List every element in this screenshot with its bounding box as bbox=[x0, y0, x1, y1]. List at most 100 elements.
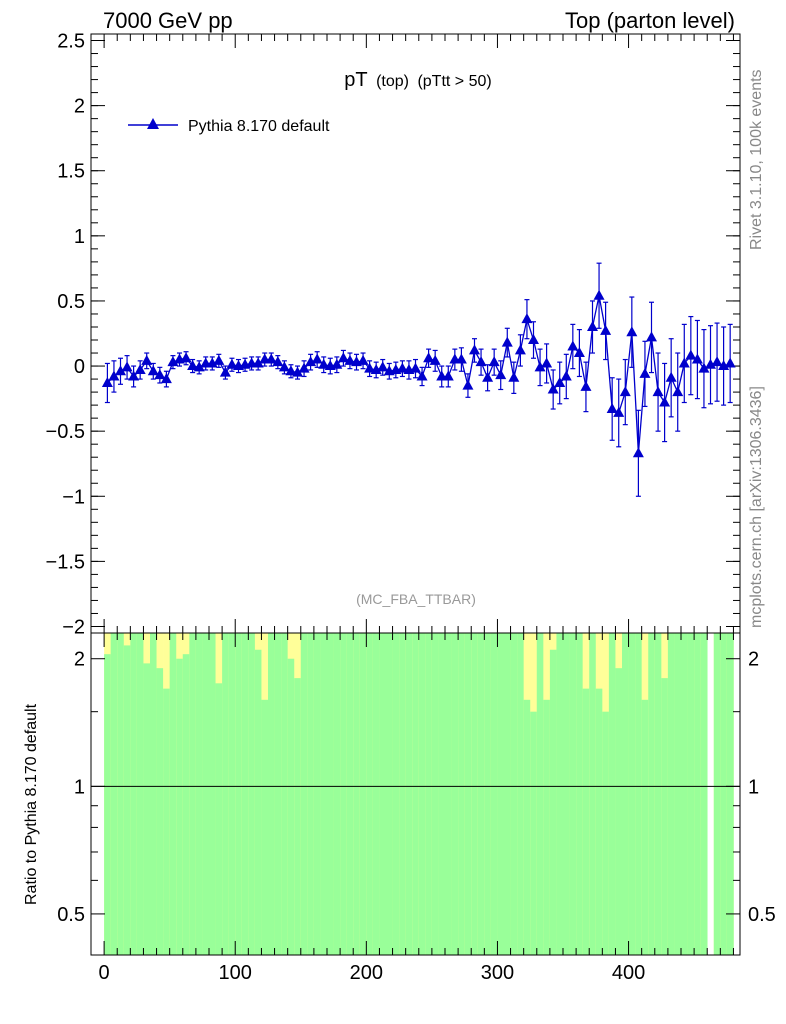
data-point-triangle bbox=[160, 373, 172, 384]
data-point-triangle bbox=[626, 326, 638, 337]
data-point-triangle bbox=[672, 386, 684, 397]
band-stat-bin bbox=[484, 633, 492, 955]
data-point-triangle bbox=[226, 358, 238, 369]
data-point-triangle bbox=[331, 358, 343, 369]
data-point-triangle bbox=[180, 352, 192, 363]
band-stat-bin bbox=[517, 633, 524, 955]
x-tick-label: 100 bbox=[219, 962, 252, 984]
band-stat-bin bbox=[720, 633, 728, 955]
band-stat-bin bbox=[399, 633, 406, 955]
title-main: pT bbox=[344, 69, 367, 91]
data-point-triangle bbox=[718, 360, 730, 371]
band-stat-bin bbox=[307, 633, 315, 955]
data-point-triangle bbox=[646, 331, 657, 342]
data-point-triangle bbox=[141, 354, 153, 365]
data-point-triangle bbox=[514, 344, 526, 355]
band-stat-bin bbox=[274, 633, 282, 955]
data-point-triangle bbox=[580, 380, 592, 391]
data-point-triangle bbox=[416, 370, 428, 381]
data-point-triangle bbox=[691, 353, 703, 364]
data-point-triangle bbox=[206, 357, 218, 368]
band-stat-bin bbox=[694, 633, 701, 955]
band-stat-bin bbox=[176, 658, 184, 955]
band-stat-bin bbox=[648, 633, 656, 955]
data-point-triangle bbox=[305, 356, 317, 367]
data-point-triangle bbox=[685, 349, 697, 360]
band-stat-bin bbox=[268, 633, 275, 955]
band-stat-bin bbox=[156, 668, 164, 955]
data-point-triangle bbox=[429, 354, 441, 365]
band-stat-bin bbox=[228, 633, 236, 955]
band-stat-bin bbox=[392, 633, 400, 955]
band-stat-bin bbox=[405, 633, 413, 955]
data-point-triangle bbox=[488, 356, 500, 367]
band-stat-bin bbox=[412, 633, 420, 955]
band-stat-bin bbox=[569, 633, 577, 955]
band-stat-bin bbox=[294, 678, 302, 955]
x-tick-label: 0 bbox=[99, 962, 110, 984]
band-stat-bin bbox=[248, 633, 256, 955]
band-stat-bin bbox=[320, 633, 328, 955]
band-stat-bin bbox=[451, 633, 459, 955]
y-tick-label: −0.5 bbox=[46, 421, 85, 443]
side-label-rivet: Rivet 3.1.10, 100k events bbox=[748, 69, 765, 250]
data-point-triangle bbox=[619, 386, 631, 397]
data-point-triangle bbox=[167, 356, 179, 367]
plot-title: pT (top) (pTtt > 50) bbox=[344, 69, 491, 91]
band-stat-bin bbox=[182, 654, 190, 955]
band-stat-bin bbox=[346, 633, 354, 955]
data-point-triangle bbox=[606, 403, 618, 414]
data-point-triangle bbox=[521, 313, 533, 324]
y-tick-label: −2 bbox=[62, 616, 85, 638]
band-stat-bin bbox=[471, 633, 479, 955]
band-stat-bin bbox=[313, 633, 321, 955]
band-stat-bin bbox=[136, 633, 144, 955]
band-stat-bin bbox=[150, 633, 157, 955]
band-stat-bin bbox=[589, 633, 597, 955]
data-point-triangle bbox=[698, 362, 710, 373]
data-point-triangle bbox=[639, 367, 651, 378]
band-stat-bin bbox=[104, 654, 111, 955]
ratio-frame bbox=[90, 632, 741, 956]
data-point-triangle bbox=[724, 357, 736, 368]
data-point-triangle bbox=[252, 357, 264, 368]
data-point-triangle bbox=[534, 361, 546, 372]
band-stat-bin bbox=[366, 633, 374, 955]
ratio-y-tick-label: 0.5 bbox=[57, 904, 85, 926]
ratio-y-ticks: 0.5 0.5 1 1 2 2 bbox=[57, 649, 776, 926]
data-point-triangle bbox=[285, 365, 297, 376]
y-tick-label: −1.5 bbox=[46, 551, 85, 573]
legend: Pythia 8.170 default bbox=[128, 118, 330, 135]
band-stat-bin bbox=[215, 683, 223, 955]
legend-label: Pythia 8.170 default bbox=[188, 118, 330, 135]
data-point-triangle bbox=[121, 361, 133, 372]
data-point-triangle bbox=[311, 353, 323, 364]
x-tick-label: 300 bbox=[481, 962, 514, 984]
header-right: Top (parton level) bbox=[565, 8, 735, 33]
band-stat-bin bbox=[641, 699, 649, 955]
band-stat-bin bbox=[300, 633, 308, 955]
ratio-y-tick-label-right: 0.5 bbox=[748, 904, 776, 926]
band-stat-bin bbox=[497, 633, 505, 955]
band-stat-bin bbox=[681, 633, 688, 955]
x-tick-label: 400 bbox=[612, 962, 645, 984]
data-point-triangle bbox=[278, 361, 290, 372]
ratio-y-tick-label: 2 bbox=[74, 649, 85, 671]
data-point-triangle bbox=[547, 383, 559, 394]
data-point-triangle bbox=[337, 352, 349, 363]
band-stat-bin bbox=[287, 658, 295, 955]
band-stat-bin bbox=[379, 633, 387, 955]
band-stat-bin bbox=[333, 633, 341, 955]
data-point-triangle bbox=[265, 353, 277, 364]
data-point-triangle bbox=[501, 336, 513, 347]
band-stat-bin bbox=[431, 633, 439, 955]
y-tick-label: −1 bbox=[62, 486, 85, 508]
band-stat-bin bbox=[700, 633, 708, 955]
band-stat-bin bbox=[130, 633, 138, 955]
band-stat-bin bbox=[661, 678, 669, 955]
data-point-triangle bbox=[370, 363, 382, 374]
data-point-triangle bbox=[147, 365, 159, 376]
data-point-triangle bbox=[272, 356, 284, 367]
data-point-triangle bbox=[573, 347, 585, 358]
band-stat-bin bbox=[490, 633, 498, 955]
